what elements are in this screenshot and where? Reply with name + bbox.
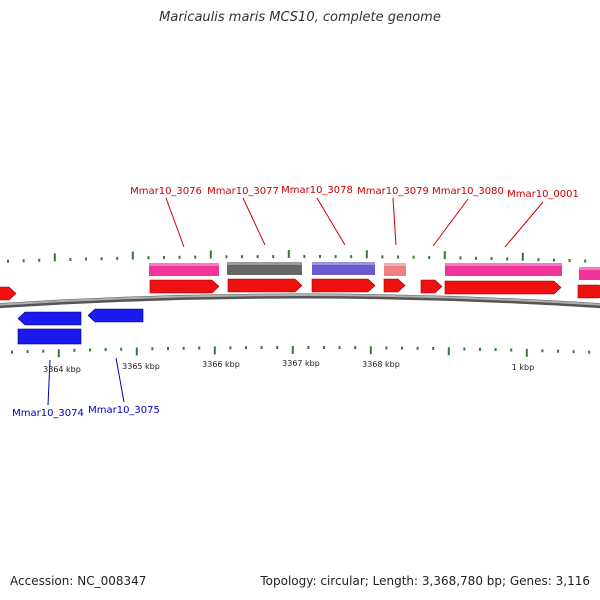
cds-arrow-forward [311, 278, 376, 293]
gene-feature-block [149, 263, 219, 276]
cds-arrow-forward [383, 278, 406, 293]
tick-row-inner [11, 346, 591, 358]
gene-label: Mmar10_3076 [130, 186, 202, 197]
cds-arrow-forward [577, 284, 600, 299]
cds-arrow-reverse [87, 308, 144, 323]
scale-label: 3365 kbp [122, 362, 160, 371]
gene-feature-block [445, 263, 562, 276]
cds-arrow-forward [0, 286, 17, 301]
leader-line [392, 197, 397, 246]
leader-line [432, 198, 469, 247]
gene-label: Mmar10_0001 [507, 189, 579, 200]
feature-track [149, 262, 600, 280]
scale-labels: 3364 kbp 3365 kbp 3366 kbp 3367 kbp 3368 kbp… [43, 359, 534, 374]
cds-arrow-forward [227, 278, 303, 293]
leader-line [504, 201, 544, 248]
gene-labels: Mmar10_3076 Mmar10_3077 Mmar10_3078 Mmar10_… [12, 185, 579, 419]
gene-label: Mmar10_3074 [12, 408, 84, 419]
cds-track [0, 278, 600, 345]
tick-row-outer [7, 250, 587, 263]
leader-line [47, 359, 51, 406]
cds-arrow-forward [420, 279, 443, 294]
gene-feature-block [227, 262, 302, 275]
cds-arrow-reverse [17, 311, 82, 326]
leader-line [165, 197, 185, 248]
gene-feature-block-shine [312, 262, 375, 265]
scale-label: 1 kbp [512, 363, 534, 372]
cds-arrow-forward [444, 280, 562, 295]
map-title: Maricaulis maris MCS10, complete genome [159, 10, 441, 25]
genome-backbone [0, 293, 600, 309]
leader-line [115, 357, 125, 403]
scale-label: 3364 kbp [43, 365, 81, 374]
accession-text: Accession: NC_008347 [10, 574, 147, 588]
backbone-group [0, 293, 600, 309]
genome-summary-text: Topology: circular; Length: 3,368,780 bp… [260, 574, 590, 588]
gene-label: Mmar10_3078 [281, 185, 353, 196]
gene-feature-block [384, 263, 406, 276]
scale-label: 3367 kbp [282, 359, 320, 368]
gene-label: Mmar10_3079 [357, 186, 429, 197]
leader-line [242, 197, 266, 246]
gene-label: Mmar10_3077 [207, 186, 279, 197]
scale-label: 3368 kbp [362, 360, 400, 369]
leader-line [316, 197, 346, 246]
gene-feature-block-shine [445, 263, 562, 266]
gene-feature-block-shine [579, 267, 600, 270]
gene-feature-block-shine [227, 262, 302, 265]
gene-label: Mmar10_3075 [88, 405, 160, 416]
gene-feature-block [579, 267, 600, 280]
gene-feature-block-shine [149, 263, 219, 266]
label-leader-lines [47, 197, 544, 406]
gene-label: Mmar10_3080 [432, 186, 504, 197]
gene-feature-block-shine [384, 263, 406, 266]
scale-label: 3366 kbp [202, 360, 240, 369]
cds-block-reverse [17, 328, 82, 345]
gene-feature-block [312, 262, 375, 275]
genome-backbone-highlight [0, 294, 600, 306]
cds-arrow-forward [149, 279, 220, 294]
